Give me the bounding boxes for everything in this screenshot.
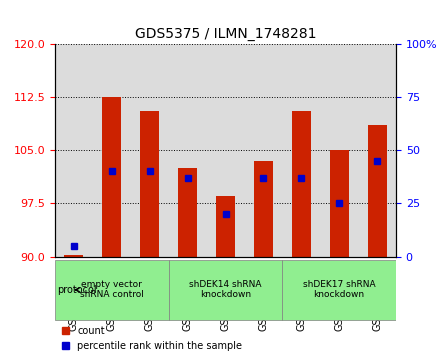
FancyBboxPatch shape (282, 260, 396, 320)
Text: empty vector
shRNA control: empty vector shRNA control (80, 280, 144, 299)
Text: shDEK14 shRNA
knockdown: shDEK14 shRNA knockdown (189, 280, 262, 299)
Bar (282, 44, 320, 257)
Title: GDS5375 / ILMN_1748281: GDS5375 / ILMN_1748281 (135, 27, 316, 41)
Bar (65, 255, 84, 257)
Bar (206, 44, 245, 257)
Bar (292, 111, 311, 257)
Bar (358, 44, 396, 257)
FancyBboxPatch shape (55, 260, 169, 320)
Bar (178, 168, 197, 257)
Bar (93, 44, 131, 257)
Bar (367, 125, 386, 257)
Bar (254, 161, 273, 257)
Text: shDEK17 shRNA
knockdown: shDEK17 shRNA knockdown (303, 280, 375, 299)
Text: protocol: protocol (57, 285, 96, 295)
Bar (216, 196, 235, 257)
Bar (55, 44, 93, 257)
Bar (320, 44, 358, 257)
Bar (103, 97, 121, 257)
Bar (245, 44, 282, 257)
Bar (330, 150, 348, 257)
Bar (169, 44, 206, 257)
Legend: count, percentile rank within the sample: count, percentile rank within the sample (58, 322, 246, 355)
Bar (131, 44, 169, 257)
FancyBboxPatch shape (169, 260, 282, 320)
Bar (140, 111, 159, 257)
